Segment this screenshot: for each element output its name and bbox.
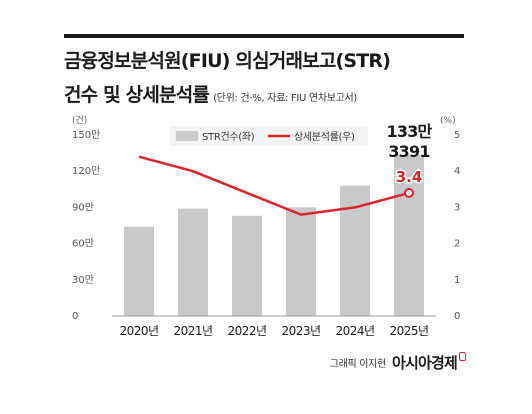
footer: 그래픽 이지현 아시아경제: [330, 352, 466, 373]
left-tick-label: 30만: [72, 274, 94, 286]
x-tick-label: 2025년: [389, 324, 428, 338]
right-tick-label: 1: [454, 275, 460, 286]
line-point-marker: [404, 187, 414, 198]
left-axis-unit: (건): [72, 115, 87, 126]
left-tick-label: 150만: [72, 129, 100, 141]
right-tick-label: 0: [454, 311, 460, 322]
right-tick-label: 4: [454, 166, 460, 177]
publisher-logo: 아시아경제: [391, 354, 458, 372]
title-bar: [64, 34, 464, 38]
left-axis: (건) 0 30만 60만 90만 120만 150만: [72, 115, 100, 322]
legend-label-bar: STR건수(좌): [202, 131, 255, 143]
x-tick-label: 2024년: [335, 324, 374, 338]
legend: STR건수(좌) 상세분석률(우): [170, 126, 368, 146]
line-path: [138, 155, 410, 216]
unit-note: (단위: 건·%, 자료: FIU 연차보고서): [213, 93, 358, 104]
left-tick-label: 90만: [72, 201, 94, 213]
last-bar-value-line1: 133만: [387, 122, 433, 141]
left-tick-label: 0: [72, 311, 78, 322]
left-tick-label: 60만: [72, 238, 94, 250]
chart-subtitle-text: 건수 및 상세분석률: [64, 84, 210, 106]
right-tick-label: 3: [454, 202, 460, 213]
x-tick-label: 2020년: [119, 324, 158, 338]
bar: [286, 207, 316, 316]
x-tick-label: 2021년: [173, 324, 212, 338]
chart-subtitle: 건수 및 상세분석률 (단위: 건·%, 자료: FIU 연차보고서): [64, 80, 357, 107]
x-tick-label: 2022년: [227, 324, 266, 338]
x-axis: 2020년 2021년 2022년 2023년 2024년 2025년: [119, 324, 429, 338]
right-axis: (%) 0 1 2 3 4 5: [440, 116, 460, 322]
bar-series: [124, 155, 424, 316]
chart-title: 금융정보분석원(FIU) 의심거래보고(STR): [64, 50, 391, 72]
credit: 그래픽 이지현: [329, 359, 387, 370]
bar: [232, 215, 262, 316]
right-axis-unit: (%): [440, 116, 456, 126]
bar: [394, 155, 424, 316]
line-series: [138, 155, 414, 216]
legend-label-line: 상세분석률(우): [294, 131, 355, 143]
last-bar-value-line2: 3391: [388, 142, 430, 161]
bar: [124, 226, 154, 316]
bar: [178, 208, 208, 316]
legend-swatch-bar: [176, 131, 198, 141]
left-tick-label: 120만: [72, 165, 100, 177]
x-tick-label: 2023년: [281, 324, 320, 338]
logo-mark-icon: [459, 352, 466, 361]
right-tick-label: 2: [454, 239, 460, 250]
right-tick-label: 5: [454, 130, 460, 141]
last-point-value-label: 3.4: [396, 168, 423, 186]
